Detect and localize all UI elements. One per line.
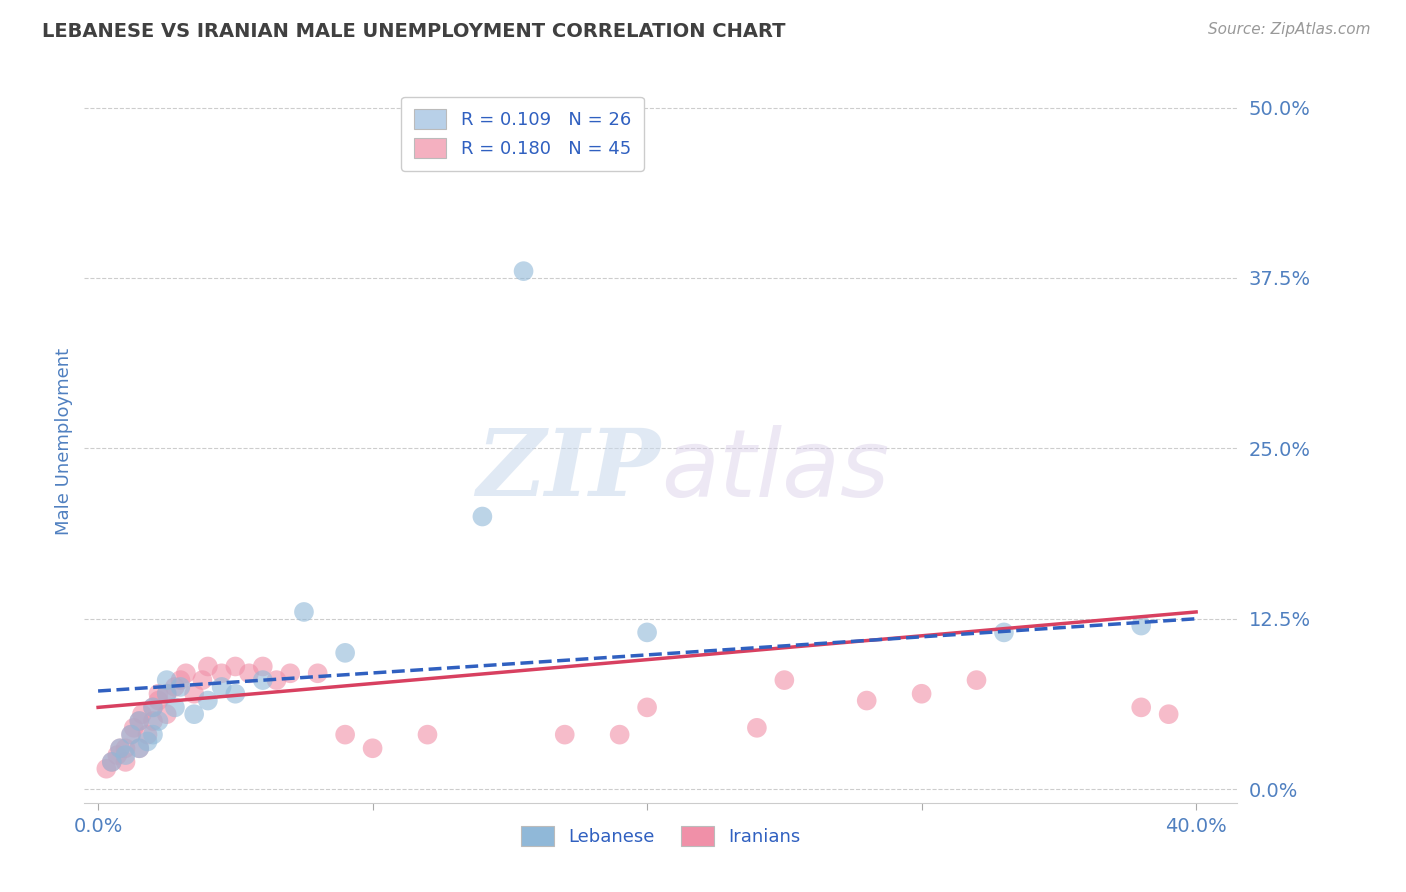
Point	[136, 728, 159, 742]
Point	[773, 673, 796, 687]
Point	[169, 673, 191, 687]
Legend: Lebanese, Iranians: Lebanese, Iranians	[509, 814, 813, 859]
Point	[471, 509, 494, 524]
Point	[183, 687, 205, 701]
Point	[499, 155, 522, 169]
Point	[512, 264, 534, 278]
Point	[114, 755, 136, 769]
Point	[910, 687, 932, 701]
Point	[252, 659, 274, 673]
Point	[142, 700, 165, 714]
Point	[114, 748, 136, 763]
Point	[120, 728, 142, 742]
Point	[966, 673, 988, 687]
Point	[636, 625, 658, 640]
Point	[163, 680, 186, 694]
Point	[148, 687, 170, 701]
Point	[252, 673, 274, 687]
Point	[108, 741, 131, 756]
Point	[136, 734, 159, 748]
Point	[361, 741, 384, 756]
Point	[292, 605, 315, 619]
Point	[105, 748, 128, 763]
Point	[197, 693, 219, 707]
Point	[278, 666, 301, 681]
Point	[114, 741, 136, 756]
Point	[142, 700, 165, 714]
Point	[745, 721, 768, 735]
Point	[224, 659, 246, 673]
Point	[183, 707, 205, 722]
Point	[142, 714, 165, 728]
Point	[174, 666, 197, 681]
Point	[609, 728, 631, 742]
Point	[156, 687, 179, 701]
Point	[197, 659, 219, 673]
Point	[148, 693, 170, 707]
Point	[636, 700, 658, 714]
Point	[101, 755, 124, 769]
Point	[554, 728, 576, 742]
Point	[211, 680, 233, 694]
Point	[131, 707, 153, 722]
Point	[156, 707, 179, 722]
Point	[128, 714, 150, 728]
Point	[1130, 700, 1153, 714]
Point	[156, 673, 179, 687]
Text: LEBANESE VS IRANIAN MALE UNEMPLOYMENT CORRELATION CHART: LEBANESE VS IRANIAN MALE UNEMPLOYMENT CO…	[42, 22, 786, 41]
Point	[148, 714, 170, 728]
Point	[101, 755, 124, 769]
Point	[855, 693, 877, 707]
Point	[163, 700, 186, 714]
Point	[169, 680, 191, 694]
Point	[142, 728, 165, 742]
Point	[156, 687, 179, 701]
Point	[1130, 618, 1153, 632]
Point	[307, 666, 329, 681]
Point	[128, 741, 150, 756]
Point	[191, 673, 214, 687]
Text: ZIP: ZIP	[477, 425, 661, 516]
Y-axis label: Male Unemployment: Male Unemployment	[55, 348, 73, 535]
Point	[120, 728, 142, 742]
Point	[224, 687, 246, 701]
Text: Source: ZipAtlas.com: Source: ZipAtlas.com	[1208, 22, 1371, 37]
Point	[1157, 707, 1180, 722]
Point	[128, 741, 150, 756]
Point	[333, 646, 356, 660]
Point	[108, 741, 131, 756]
Point	[238, 666, 260, 681]
Text: atlas: atlas	[661, 425, 889, 516]
Point	[333, 728, 356, 742]
Point	[416, 728, 439, 742]
Point	[993, 625, 1015, 640]
Point	[122, 721, 145, 735]
Point	[211, 666, 233, 681]
Point	[266, 673, 288, 687]
Point	[96, 762, 118, 776]
Point	[128, 714, 150, 728]
